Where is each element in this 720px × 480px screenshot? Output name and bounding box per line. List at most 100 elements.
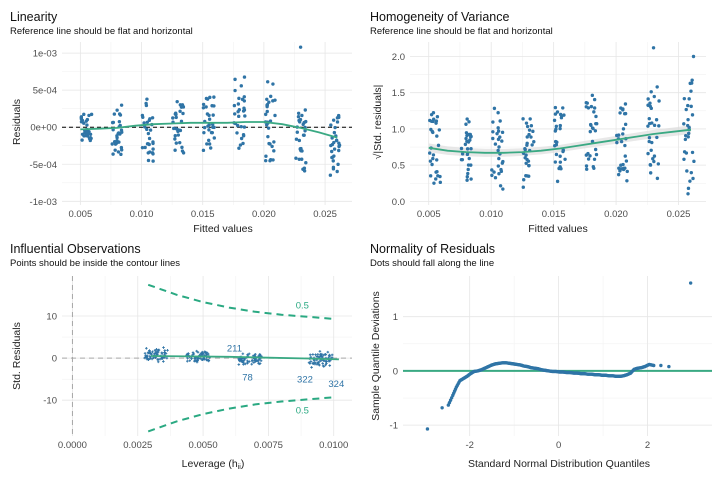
data-point xyxy=(490,168,494,172)
data-point xyxy=(321,364,325,368)
data-point xyxy=(148,128,153,132)
data-point xyxy=(272,140,276,144)
data-point xyxy=(206,124,210,128)
data-point xyxy=(202,125,207,130)
data-point xyxy=(242,125,247,129)
data-point xyxy=(163,351,166,354)
data-point xyxy=(657,124,661,128)
normality-x-label: Standard Normal Distribution Quantiles xyxy=(468,458,650,470)
data-point xyxy=(625,179,629,183)
data-point xyxy=(321,362,325,365)
data-point xyxy=(85,130,89,135)
data-point xyxy=(623,102,628,106)
data-point xyxy=(558,160,563,164)
data-point xyxy=(302,133,306,137)
data-point xyxy=(250,358,254,362)
data-point xyxy=(207,142,212,146)
data-point xyxy=(82,112,86,117)
data-point xyxy=(592,106,597,110)
data-point xyxy=(180,149,185,153)
data-point xyxy=(440,406,444,410)
data-point xyxy=(332,140,336,145)
data-point xyxy=(559,166,563,171)
data-point xyxy=(467,156,471,161)
data-point xyxy=(468,135,473,139)
data-point xyxy=(87,113,91,118)
data-point xyxy=(329,123,333,127)
data-point xyxy=(266,126,271,130)
data-point xyxy=(157,348,161,352)
data-point xyxy=(239,124,243,129)
data-point xyxy=(498,119,502,123)
data-point xyxy=(252,361,256,364)
data-point xyxy=(438,180,443,185)
data-point xyxy=(425,427,430,431)
data-point xyxy=(193,359,196,363)
data-point xyxy=(205,352,209,356)
data-point xyxy=(689,89,693,93)
data-point xyxy=(143,356,147,360)
data-point xyxy=(151,141,155,146)
data-point xyxy=(264,158,268,163)
data-point xyxy=(529,124,534,128)
data-point xyxy=(337,115,341,120)
data-point xyxy=(431,117,436,121)
data-point xyxy=(140,145,145,150)
influential-y-ticks: -10 0 10 xyxy=(43,312,57,407)
data-point xyxy=(429,127,433,132)
data-point xyxy=(690,113,695,117)
data-point xyxy=(554,124,559,129)
data-point xyxy=(467,120,471,124)
data-point xyxy=(328,364,332,367)
data-point xyxy=(271,82,275,86)
data-point xyxy=(683,137,688,142)
data-point xyxy=(316,352,320,356)
data-point xyxy=(237,146,241,150)
data-point xyxy=(207,117,212,121)
data-point xyxy=(148,150,152,154)
data-point xyxy=(165,356,169,360)
data-point xyxy=(621,132,625,136)
data-point xyxy=(88,135,93,140)
data-point xyxy=(295,130,299,134)
data-point xyxy=(200,350,204,354)
data-point xyxy=(181,111,185,116)
y-tick-label: 0e+00 xyxy=(30,123,57,134)
data-point xyxy=(193,357,196,360)
y-tick-label: 1.5 xyxy=(392,88,405,99)
y-tick-label: -10 xyxy=(43,396,57,407)
data-point xyxy=(655,176,660,181)
data-point xyxy=(625,169,629,174)
data-point xyxy=(79,115,84,120)
data-point xyxy=(113,148,117,152)
data-point xyxy=(459,146,464,151)
data-point xyxy=(491,130,495,134)
data-point xyxy=(499,169,504,174)
data-point xyxy=(647,136,652,140)
data-point xyxy=(592,157,597,161)
data-point xyxy=(173,148,177,152)
data-point xyxy=(118,113,123,117)
data-point xyxy=(500,139,504,143)
data-point xyxy=(459,157,464,162)
y-tick-label: -1e-03 xyxy=(30,197,57,208)
data-point xyxy=(237,358,241,361)
influential-contour-upper xyxy=(147,283,334,320)
data-point xyxy=(647,116,651,121)
data-point xyxy=(188,359,192,362)
x-tick-label: 0.015 xyxy=(191,209,215,220)
data-point xyxy=(201,106,206,110)
point-label: 324 xyxy=(328,379,344,390)
x-tick-label: 0.005 xyxy=(68,209,92,220)
data-point xyxy=(329,143,333,148)
data-point xyxy=(690,78,694,82)
data-point xyxy=(654,118,659,122)
data-point xyxy=(112,112,117,116)
data-point xyxy=(464,131,469,135)
data-point xyxy=(141,115,145,119)
influential-contour-lower xyxy=(147,396,334,433)
data-point xyxy=(142,121,146,125)
normality-grid xyxy=(403,276,712,436)
data-point xyxy=(691,54,696,59)
data-point xyxy=(648,101,652,105)
